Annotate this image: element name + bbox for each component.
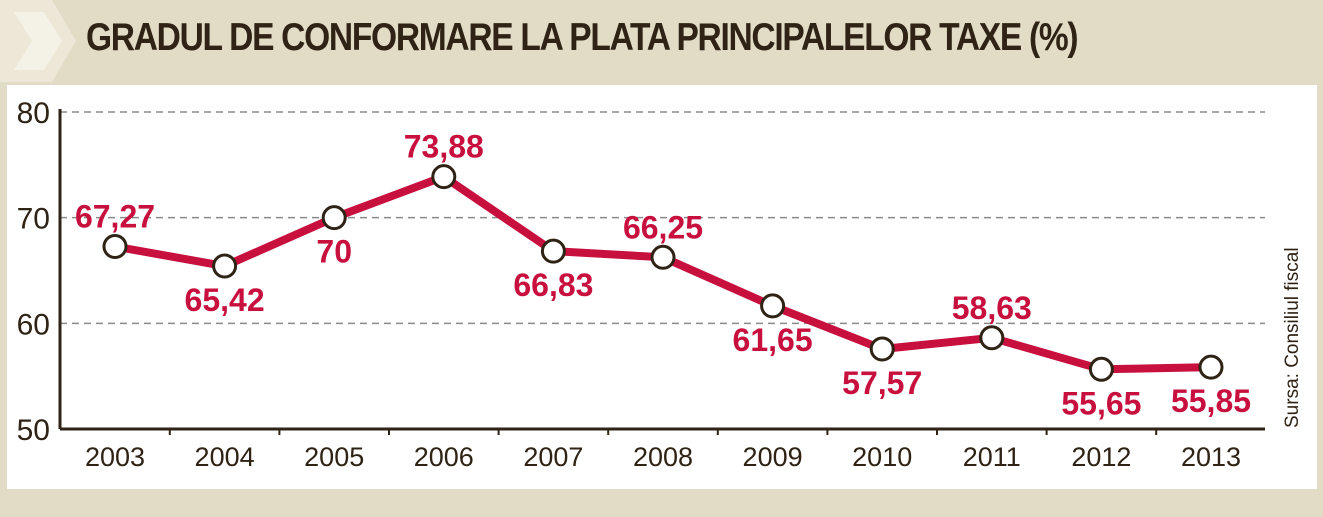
data-label: 57,57: [842, 365, 922, 401]
x-tick-label: 2003: [85, 442, 145, 472]
x-tick-label: 2009: [743, 442, 803, 472]
y-tick-label: 70: [17, 203, 50, 236]
data-point: [979, 325, 1005, 351]
data-label: 65,42: [185, 282, 265, 318]
chart-title: GRADUL DE CONFORMARE LA PLATA PRINCIPALE…: [86, 16, 1079, 59]
x-tick-label: 2006: [414, 442, 474, 472]
x-tick-label: 2005: [304, 442, 364, 472]
x-tick-label: 2010: [852, 442, 912, 472]
header-band: GRADUL DE CONFORMARE LA PLATA PRINCIPALE…: [0, 0, 1323, 82]
x-tick-label: 2012: [1071, 442, 1131, 472]
data-point: [869, 336, 895, 362]
x-tick-label: 2013: [1181, 442, 1241, 472]
y-tick-label: 80: [17, 97, 50, 130]
y-tick-label: 50: [17, 414, 50, 447]
data-point: [1198, 354, 1224, 380]
line-chart: 50 60 70 80 2003 2004 2005 2006 2007 2008 2009 2010…: [17, 97, 1303, 472]
chart-panel: 50 60 70 80 2003 2004 2005 2006 2007 2008 2009 2010…: [7, 85, 1317, 489]
series-line: [111, 172, 1215, 374]
data-point: [540, 238, 566, 264]
data-label: 70: [316, 234, 352, 270]
data-point: [431, 164, 457, 190]
data-label: 66,83: [513, 267, 593, 303]
data-point: [212, 253, 238, 279]
data-label: 67,27: [75, 199, 155, 235]
data-point: [1088, 356, 1114, 382]
data-label: 55,65: [1061, 385, 1141, 421]
data-point: [321, 205, 347, 231]
y-tick-label: 60: [17, 308, 50, 341]
chevron-icon: [0, 0, 76, 82]
data-label: 61,65: [733, 322, 813, 358]
x-tick-label: 2008: [633, 442, 693, 472]
data-label: 55,85: [1171, 383, 1251, 419]
data-label: 58,63: [952, 290, 1032, 326]
source-label: Sursa: Consiliul fiscal: [1282, 247, 1303, 428]
data-point: [650, 244, 676, 270]
data-label: 66,25: [623, 209, 703, 245]
x-tick-label: 2004: [195, 442, 255, 472]
x-tick-label: 2011: [963, 442, 1021, 472]
data-point: [760, 293, 786, 319]
data-point: [102, 234, 128, 260]
data-label: 73,88: [404, 129, 484, 165]
x-tick-label: 2007: [523, 442, 583, 472]
